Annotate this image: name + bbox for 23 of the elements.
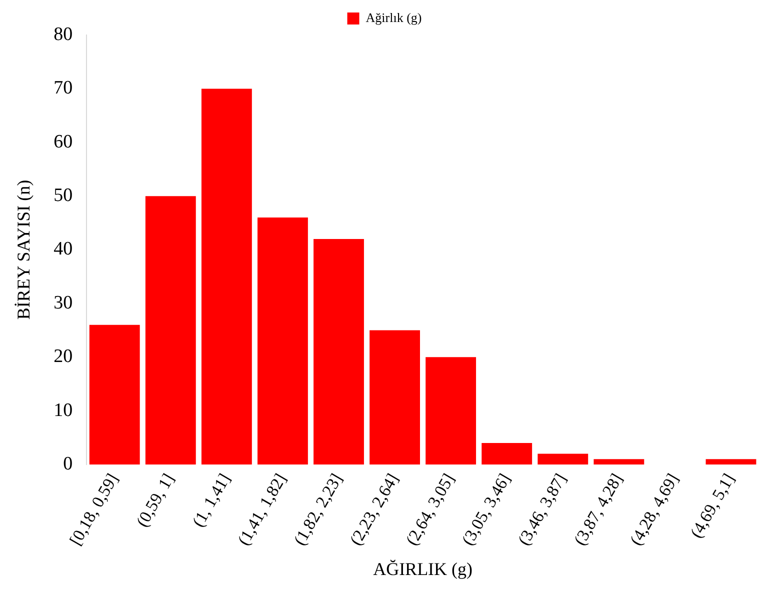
bar — [594, 459, 644, 465]
bar — [258, 218, 308, 465]
bar — [201, 88, 252, 465]
bar — [482, 443, 532, 465]
bar — [538, 454, 588, 465]
y-tick-label: 10 — [54, 400, 73, 421]
bar — [426, 357, 476, 465]
y-tick-label: 50 — [54, 185, 73, 206]
y-tick-label: 30 — [54, 292, 73, 314]
x-axis-title: AĞIRLIK (g) — [373, 558, 473, 579]
bar — [145, 196, 196, 465]
bar — [314, 239, 364, 465]
legend-label: Ağirlık (g) — [366, 10, 422, 25]
y-tick-label: 80 — [54, 24, 73, 45]
y-tick-label: 0 — [63, 453, 73, 474]
y-tick-label: 40 — [54, 238, 73, 260]
bar — [706, 459, 756, 465]
y-tick-label: 20 — [54, 346, 73, 368]
y-tick-label: 70 — [54, 78, 73, 99]
bar — [370, 330, 420, 465]
y-axis-title: BİREY SAYISI (n) — [14, 180, 34, 320]
y-tick-label: 60 — [54, 131, 73, 152]
bar — [89, 324, 140, 465]
